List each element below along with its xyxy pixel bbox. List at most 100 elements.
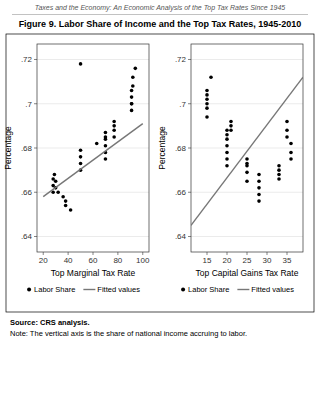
fit-line <box>43 124 143 197</box>
legend-label: Labor Share <box>188 285 229 294</box>
scatter-point <box>56 190 60 194</box>
y-tick <box>188 148 191 149</box>
scatter-point <box>257 173 261 177</box>
legend-label: Labor Share <box>34 285 75 294</box>
scatter-point <box>285 135 289 139</box>
scatter-point <box>225 133 229 137</box>
y-tick <box>188 192 191 193</box>
y-tick <box>34 148 37 149</box>
x-tick-label: 30 <box>263 256 272 265</box>
x-tick <box>227 252 228 255</box>
x-tick <box>142 252 143 255</box>
note: Note: The vertical axis is the share of … <box>10 329 247 338</box>
y-tick-label: .7 <box>179 100 186 109</box>
plot-area <box>37 44 149 252</box>
grid-line <box>191 59 303 60</box>
header-rule <box>12 14 308 15</box>
scatter-point <box>205 115 209 119</box>
scatter-point <box>257 199 261 203</box>
scatter-point <box>225 151 229 155</box>
scatter-point <box>130 95 134 99</box>
scatter-point <box>205 89 209 93</box>
legend: Labor Share Fitted values <box>181 285 294 294</box>
x-tick-label: 15 <box>203 256 212 265</box>
legend-swatch <box>83 289 95 290</box>
x-tick <box>247 252 248 255</box>
scatter-point <box>79 62 83 66</box>
scatter-point <box>289 142 293 146</box>
fit-line <box>191 77 303 225</box>
legend-swatch <box>237 289 249 290</box>
y-tick-label: .68 <box>175 144 187 153</box>
scatter-point <box>131 84 135 88</box>
y-axis-label: Percentage <box>157 126 167 170</box>
scatter-point <box>277 168 281 172</box>
x-tick-label: 35 <box>283 256 292 265</box>
scatter-point <box>79 162 83 166</box>
scatter-point <box>104 137 108 141</box>
x-tick <box>207 252 208 255</box>
y-tick-label: .72 <box>175 55 187 64</box>
scatter-point <box>225 164 229 168</box>
x-tick <box>267 252 268 255</box>
plot-frame <box>37 44 149 252</box>
scatter-point <box>61 195 65 199</box>
scatter-point <box>112 120 116 124</box>
legend-item: Fitted values <box>237 285 294 294</box>
y-tick-label: .7 <box>25 100 32 109</box>
scatter-point <box>245 179 249 183</box>
scatter-point <box>130 109 134 113</box>
title: Figure 9. Labor Share of Income and the … <box>19 19 302 29</box>
x-tick-label: 60 <box>89 256 98 265</box>
grid-line <box>191 192 303 193</box>
legend-swatch <box>27 288 31 292</box>
y-tick-label: .68 <box>21 144 33 153</box>
grid-line <box>191 236 303 237</box>
scatter-point <box>277 164 281 168</box>
scatter-point <box>225 157 229 161</box>
x-tick <box>117 252 118 255</box>
outer-box <box>6 34 314 312</box>
scatter-point <box>54 179 58 183</box>
x-tick <box>287 252 288 255</box>
legend-item: Labor Share <box>181 285 229 294</box>
legend-swatch <box>181 288 185 292</box>
scatter-point <box>277 177 281 181</box>
scatter-point <box>285 128 289 132</box>
grid-line <box>37 59 149 60</box>
y-tick-label: .66 <box>21 188 33 197</box>
scatter-point <box>112 135 116 139</box>
scatter-point <box>209 75 213 79</box>
scatter-point <box>79 148 83 152</box>
scatter-point <box>205 106 209 110</box>
plot-frame <box>191 44 303 252</box>
scatter-point <box>289 157 293 161</box>
scatter-point <box>245 171 249 175</box>
scatter-point <box>79 155 83 159</box>
x-tick <box>68 252 69 255</box>
plot-area <box>191 44 303 252</box>
scatter-point <box>229 128 233 132</box>
scatter-point <box>225 128 229 132</box>
x-tick <box>43 252 44 255</box>
background <box>0 0 320 413</box>
grid-line <box>191 148 303 149</box>
y-axis-label: Percentage <box>3 126 13 170</box>
legend: Labor ShareFitted values <box>27 285 140 294</box>
x-axis-label: Top Marginal Tax Rate <box>51 268 136 278</box>
scatter-point <box>257 193 261 197</box>
x-tick-label: 20 <box>39 256 48 265</box>
scatter-point <box>112 124 116 128</box>
y-tick <box>34 236 37 237</box>
scatter-point <box>257 186 261 190</box>
header: Taxes and the Economy: An Economic Analy… <box>35 4 286 12</box>
y-tick-label: .64 <box>21 232 33 241</box>
scatter-point <box>69 208 73 212</box>
panel: .64.66.68.7.721520253035Top Capital Gain… <box>157 44 303 294</box>
y-tick-label: .72 <box>21 55 33 64</box>
x-tick-label: 40 <box>64 256 73 265</box>
scatter-point <box>104 144 108 148</box>
y-tick <box>34 103 37 104</box>
scatter-point <box>257 179 261 183</box>
scatter-point <box>134 67 138 71</box>
